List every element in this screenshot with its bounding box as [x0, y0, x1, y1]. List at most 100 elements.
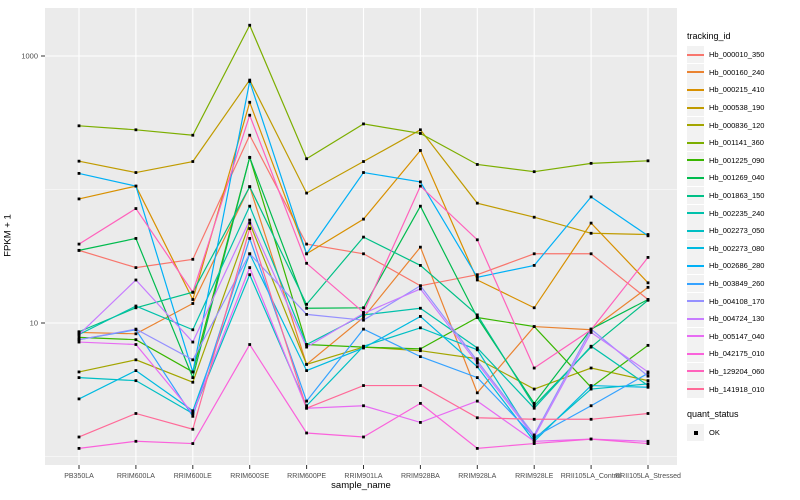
series-color-line-icon	[687, 352, 704, 355]
legend-key-swatch	[687, 81, 704, 99]
svg-text:RRIM600LE: RRIM600LE	[174, 473, 212, 480]
series-color-line-icon	[687, 194, 704, 197]
legend-entry: Hb_000538_190	[687, 99, 764, 117]
legend-entry: Hb_002235_240	[687, 204, 764, 222]
legend-key-swatch	[687, 99, 704, 117]
svg-text:RRIM901LA: RRIM901LA	[344, 473, 382, 480]
legend-entry: Hb_000010_350	[687, 46, 764, 64]
y-axis-title: FPKM + 1	[2, 214, 14, 257]
legend-key-swatch	[687, 116, 704, 134]
series-color-line-icon	[687, 159, 704, 162]
legend-key-swatch	[687, 151, 704, 169]
legend-key-swatch	[687, 345, 704, 363]
legend-key-swatch	[687, 275, 704, 293]
series-color-line-icon	[687, 212, 704, 215]
legend-entry: Hb_003849_260	[687, 275, 764, 293]
legend-entry-label: Hb_002235_240	[709, 208, 765, 218]
legend-entry: Hb_129204_060	[687, 362, 765, 381]
legend-entry: Hb_004724_130	[687, 310, 764, 328]
svg-text:RRIM928BA: RRIM928BA	[401, 473, 440, 480]
legend-entry: Hb_001269_040	[687, 169, 764, 187]
legend-entry-label: Hb_129204_060	[709, 366, 765, 376]
legend-entry: Hb_002273_080	[687, 239, 765, 258]
legend-entry-label: Hb_003849_260	[709, 279, 765, 289]
series-color-line-icon	[687, 370, 704, 373]
legend-entry: Hb_000836_120	[687, 116, 764, 134]
x-axis-title: sample_name	[331, 480, 391, 491]
legend-entry-label: Hb_005147_040	[709, 331, 765, 341]
legend-entry-label: Hb_000836_120	[709, 120, 765, 130]
legend-key-swatch	[687, 292, 704, 310]
svg-text:PB350LA: PB350LA	[64, 473, 94, 480]
legend-key-swatch	[687, 310, 704, 328]
series-color-line-icon	[687, 264, 704, 267]
tracking-legend-title: tracking_id	[687, 31, 731, 41]
legend-entry-label: Hb_000160_240	[709, 67, 765, 77]
series-color-line-icon	[687, 71, 704, 74]
series-color-line-icon	[687, 141, 704, 144]
legend-entry-label: Hb_002686_280	[709, 261, 765, 271]
legend-entry: Hb_001141_360	[687, 134, 764, 152]
legend-entry-label: Hb_001141_360	[709, 138, 764, 148]
svg-text:RRII105LA_Stressed: RRII105LA_Stressed	[615, 473, 681, 480]
legend-key-swatch	[687, 134, 704, 152]
legend-key-swatch	[687, 222, 704, 240]
legend-key-swatch	[687, 187, 704, 205]
series-color-line-icon	[687, 88, 704, 91]
legend-entry-label: Hb_042175_010	[709, 349, 765, 359]
svg-text:10: 10	[30, 319, 38, 328]
quant-legend-label: OK	[709, 428, 720, 438]
series-color-line-icon	[687, 388, 704, 391]
quant-legend-entry: OK	[687, 424, 764, 442]
legend-entry-label: Hb_002273_050	[709, 226, 765, 236]
legend-entry: Hb_002273_050	[687, 222, 764, 240]
legend-key-swatch	[687, 424, 704, 442]
legend-entry: Hb_004108_170	[687, 292, 764, 310]
legend-entry-label: Hb_000215_410	[709, 85, 765, 95]
legend-entry: Hb_002686_280	[687, 257, 764, 275]
series-color-line-icon	[687, 282, 704, 285]
svg-text:RRIM600PE: RRIM600PE	[287, 473, 326, 480]
series-color-line-icon	[687, 229, 704, 232]
quant-legend-title: quant_status	[687, 408, 739, 419]
legend-entry: Hb_001225_090	[687, 151, 764, 170]
legend-entry-label: Hb_001863_150	[709, 191, 765, 201]
legend-entry: Hb_000160_240	[687, 63, 765, 82]
svg-text:RRIM928LA: RRIM928LA	[458, 473, 496, 480]
series-color-line-icon	[687, 106, 704, 109]
legend-entry-label: Hb_004108_170	[709, 296, 765, 306]
series-color-line-icon	[687, 124, 704, 127]
legend-panel: tracking_id Hb_000010_350 Hb_000160_240 …	[687, 31, 764, 442]
series-color-line-icon	[687, 300, 704, 303]
legend-key-swatch	[687, 204, 704, 222]
tracking-legend-items: Hb_000010_350 Hb_000160_240 Hb_000215_41…	[687, 46, 764, 398]
legend-entry-label: Hb_002273_080	[709, 243, 765, 253]
series-color-line-icon	[687, 176, 704, 179]
legend-key-swatch	[687, 257, 704, 275]
legend-key-swatch	[687, 63, 704, 81]
legend-key-swatch	[687, 46, 704, 64]
legend-entry-label: Hb_000538_190	[709, 103, 765, 113]
legend-entry: Hb_042175_010	[687, 345, 764, 363]
legend-key-swatch	[687, 380, 704, 398]
svg-text:RRIM600LA: RRIM600LA	[117, 473, 155, 480]
ok-point-icon	[693, 430, 698, 435]
series-color-line-icon	[687, 247, 704, 250]
svg-text:1000: 1000	[21, 52, 38, 61]
legend-entry: Hb_001863_150	[687, 187, 764, 205]
legend-entry-label: Hb_000010_350	[709, 50, 765, 60]
legend-entry-label: Hb_141918_010	[709, 384, 765, 394]
series-color-line-icon	[687, 335, 704, 338]
legend-key-swatch	[687, 169, 704, 187]
legend-entry-label: Hb_001269_040	[709, 173, 765, 183]
svg-text:RRIM928LE: RRIM928LE	[515, 473, 553, 480]
legend-key-swatch	[687, 239, 704, 257]
legend-key-swatch	[687, 327, 704, 345]
legend-entry: Hb_000215_410	[687, 81, 764, 99]
legend-entry: Hb_005147_040	[687, 327, 765, 346]
series-color-line-icon	[687, 53, 704, 56]
svg-text:RRIM600SE: RRIM600SE	[230, 473, 269, 480]
legend-entry: Hb_141918_010	[687, 380, 764, 398]
legend-entry-label: Hb_004724_130	[709, 314, 765, 324]
